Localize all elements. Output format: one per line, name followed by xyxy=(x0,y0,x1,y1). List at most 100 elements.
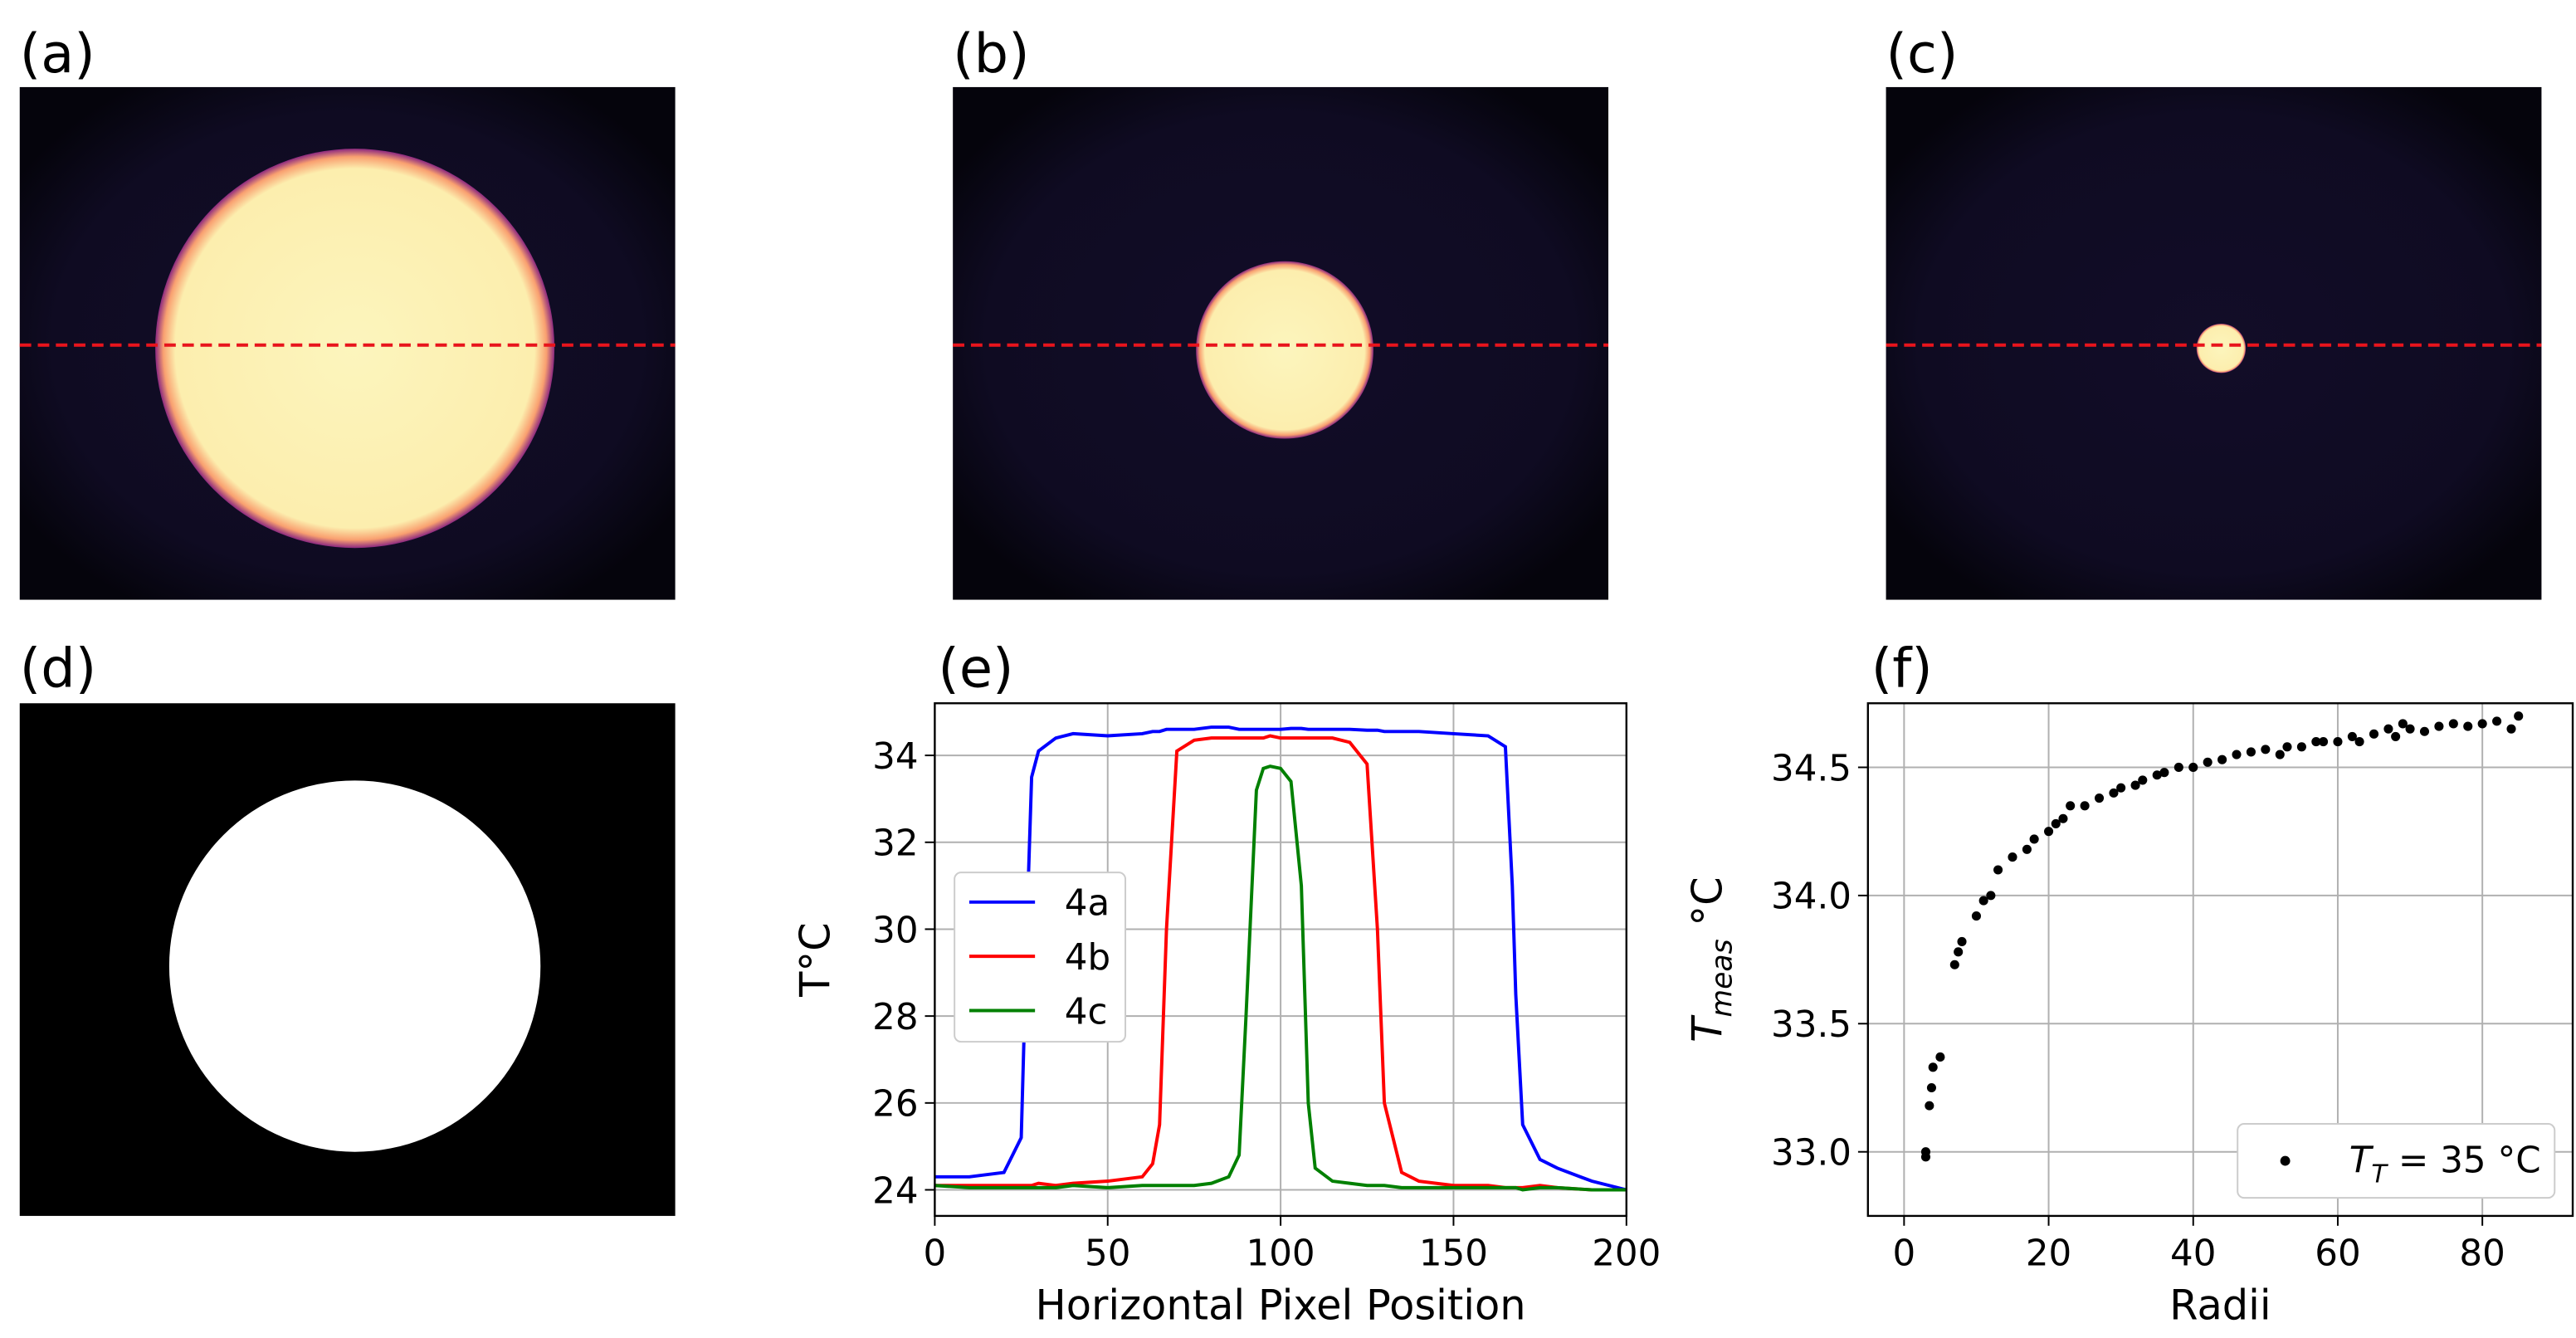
point xyxy=(2275,750,2285,759)
x-tick-label: 200 xyxy=(1592,1233,1661,1274)
y-axis-label: T°C xyxy=(792,922,840,998)
point xyxy=(2066,801,2076,811)
point xyxy=(1957,936,1967,947)
x-tick-label: 50 xyxy=(1085,1233,1130,1274)
point xyxy=(2058,813,2068,823)
point xyxy=(1978,896,1988,906)
x-tick-label: 100 xyxy=(1247,1233,1315,1274)
point xyxy=(2354,737,2364,747)
legend-label: 4c xyxy=(1065,991,1108,1033)
mask-d xyxy=(19,703,676,1216)
x-axis-label: Horizontal Pixel Position xyxy=(1036,1282,1526,1330)
legend-label: 4a xyxy=(1065,883,1110,925)
point xyxy=(2232,750,2242,759)
point xyxy=(1935,1052,1945,1062)
point xyxy=(1920,1152,1931,1162)
point xyxy=(2116,783,2126,793)
point xyxy=(1928,1062,1938,1072)
label-part: meas xyxy=(1705,939,1739,1017)
point xyxy=(2051,818,2061,828)
point xyxy=(2383,724,2393,734)
legend-box xyxy=(954,872,1127,1043)
point xyxy=(2080,801,2090,811)
point xyxy=(2369,729,2379,739)
point xyxy=(1954,947,1964,957)
line xyxy=(934,764,1627,1192)
point xyxy=(2022,844,2032,854)
legend-label: 4b xyxy=(1065,937,1110,979)
y-tick-label: 32 xyxy=(872,823,918,865)
x-tick-label: 0 xyxy=(924,1233,947,1274)
point xyxy=(2203,757,2213,767)
axes-frame xyxy=(1866,702,2574,1218)
label-part: = 35 °C xyxy=(2387,1140,2541,1181)
point xyxy=(2405,724,2415,734)
point xyxy=(1949,960,1959,969)
panel-label: (a) xyxy=(20,22,95,85)
x-tick-label: 60 xyxy=(2315,1233,2360,1274)
point xyxy=(2261,745,2271,754)
x-tick-label: 20 xyxy=(2026,1233,2071,1274)
point xyxy=(2434,721,2444,731)
panel-label: (b) xyxy=(953,22,1029,85)
point xyxy=(2506,724,2516,734)
point xyxy=(2029,834,2039,844)
point xyxy=(2246,747,2256,757)
image-c xyxy=(1886,86,2542,600)
axes-frame xyxy=(934,702,1627,1218)
point xyxy=(2138,775,2148,785)
line xyxy=(934,725,1627,1192)
image-a xyxy=(19,86,676,600)
point xyxy=(2398,719,2408,729)
panel-label: (d) xyxy=(20,637,96,700)
point xyxy=(2008,852,2017,862)
point xyxy=(1971,911,1981,921)
point xyxy=(2296,742,2306,752)
point xyxy=(2514,711,2524,721)
label-part: °C xyxy=(1684,877,1732,939)
y-tick-label: 34 xyxy=(872,736,918,778)
panel-label: (e) xyxy=(938,637,1013,700)
legend-box xyxy=(2237,1123,2556,1199)
point xyxy=(2152,770,2162,780)
y-tick-label: 33.5 xyxy=(1771,1004,1852,1046)
point xyxy=(1925,1101,1934,1111)
point xyxy=(1986,891,1996,901)
legend-marker xyxy=(2280,1155,2291,1166)
x-tick-label: 0 xyxy=(1892,1233,1915,1274)
point xyxy=(2477,719,2487,729)
point xyxy=(2318,737,2329,747)
x-tick-label: 150 xyxy=(1419,1233,1488,1274)
label: Tmeas °C xyxy=(1684,877,1739,1043)
y-tick-label: 24 xyxy=(872,1170,918,1212)
panel-label: (c) xyxy=(1886,22,1959,85)
x-tick-label: 80 xyxy=(2459,1233,2505,1274)
point xyxy=(2094,793,2105,803)
image-b xyxy=(953,86,1609,600)
y-tick-label: 34.5 xyxy=(1771,748,1852,789)
point xyxy=(1993,865,2003,875)
point xyxy=(2463,721,2473,731)
label-part: T xyxy=(2371,1160,2388,1189)
point xyxy=(2391,731,2401,741)
y-tick-label: 26 xyxy=(872,1084,918,1126)
point xyxy=(2044,827,2054,837)
x-axis-label: Radii xyxy=(2169,1282,2271,1330)
point xyxy=(2282,742,2292,752)
point xyxy=(2492,716,2502,726)
y-tick-label: 28 xyxy=(872,997,918,1038)
point xyxy=(2130,780,2140,790)
point xyxy=(2311,737,2321,747)
point xyxy=(2188,762,2198,773)
point xyxy=(2174,762,2183,773)
label-part: T xyxy=(1684,1014,1732,1043)
y-tick-label: 30 xyxy=(872,910,918,951)
point xyxy=(2448,719,2458,729)
panel-label: (f) xyxy=(1871,637,1933,700)
point xyxy=(2109,788,2119,798)
point xyxy=(2419,726,2430,736)
label: TT = 35 °C xyxy=(2349,1140,2541,1189)
point xyxy=(2347,731,2357,741)
point xyxy=(2333,737,2343,747)
